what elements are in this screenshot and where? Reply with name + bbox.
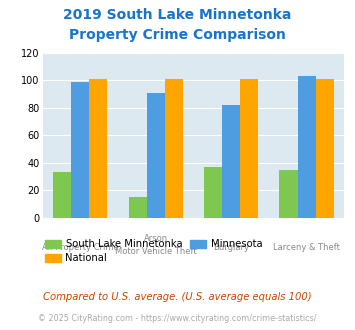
Text: Burglary: Burglary	[213, 243, 249, 252]
Bar	[129, 197, 147, 218]
Bar	[147, 93, 165, 218]
Bar	[316, 79, 334, 218]
Text: All Property Crime: All Property Crime	[42, 243, 119, 252]
Text: © 2025 CityRating.com - https://www.cityrating.com/crime-statistics/: © 2025 CityRating.com - https://www.city…	[38, 314, 317, 323]
Text: Larceny & Theft: Larceny & Theft	[273, 243, 340, 252]
Text: Arson: Arson	[144, 235, 168, 244]
Bar	[165, 79, 183, 218]
Bar	[89, 79, 108, 218]
Bar	[71, 82, 89, 218]
Bar	[279, 170, 297, 218]
Bar	[222, 105, 240, 218]
Text: Property Crime Comparison: Property Crime Comparison	[69, 28, 286, 42]
Bar	[297, 76, 316, 218]
Bar	[204, 167, 222, 218]
Bar	[240, 79, 258, 218]
Text: Motor Vehicle Theft: Motor Vehicle Theft	[115, 247, 197, 256]
Legend: South Lake Minnetonka, National, Minnesota: South Lake Minnetonka, National, Minneso…	[40, 235, 267, 267]
Text: 2019 South Lake Minnetonka: 2019 South Lake Minnetonka	[63, 8, 292, 22]
Text: Compared to U.S. average. (U.S. average equals 100): Compared to U.S. average. (U.S. average …	[43, 292, 312, 302]
Bar	[53, 172, 71, 218]
